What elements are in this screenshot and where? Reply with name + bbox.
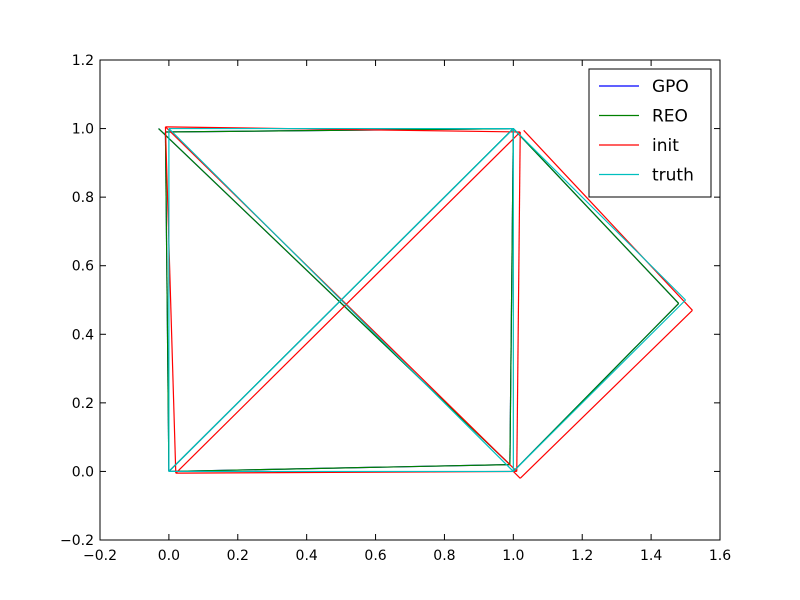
series-init-segment bbox=[175, 131, 521, 474]
x-tick-label: 0.4 bbox=[296, 548, 318, 564]
legend-label: GPO bbox=[652, 77, 689, 97]
x-tick-label: 0.2 bbox=[227, 548, 249, 564]
legend-label: truth bbox=[652, 166, 694, 186]
x-tick-label: 1.2 bbox=[571, 548, 593, 564]
y-tick-label: 0.2 bbox=[72, 396, 94, 412]
legend-item: REO bbox=[599, 107, 688, 127]
plot-frame bbox=[99, 59, 721, 541]
y-tick-label: 0.6 bbox=[72, 259, 94, 275]
x-tick-label: 0.8 bbox=[433, 548, 455, 564]
y-tick-label: 1.2 bbox=[72, 53, 94, 69]
y-tick-label: 0.8 bbox=[72, 190, 94, 206]
legend-item: truth bbox=[599, 166, 694, 186]
x-tick-label: 0.6 bbox=[364, 548, 386, 564]
legend-label: REO bbox=[652, 107, 688, 127]
series-truth-segment bbox=[168, 128, 514, 472]
legend-item: GPO bbox=[599, 77, 689, 97]
x-tick-label: 1.4 bbox=[640, 548, 662, 564]
series-init-segment bbox=[164, 126, 177, 474]
series-init-segment bbox=[165, 126, 521, 133]
x-tick-label: 1.0 bbox=[502, 548, 524, 564]
legend-box bbox=[588, 68, 712, 198]
y-tick-label: −0.2 bbox=[60, 533, 94, 549]
y-tick-label: 0.0 bbox=[72, 464, 94, 480]
x-tick-label: −0.2 bbox=[83, 548, 117, 564]
series-init-segment bbox=[516, 131, 521, 472]
series-init bbox=[164, 126, 693, 479]
series-init-segment bbox=[523, 129, 693, 311]
series-reo-segment bbox=[512, 128, 680, 304]
series-lines bbox=[158, 126, 693, 479]
series-init-segment bbox=[165, 126, 518, 472]
x-tick-label: 0.0 bbox=[158, 548, 180, 564]
y-tick-label: 1.0 bbox=[72, 122, 94, 138]
series-reo-segment bbox=[168, 463, 510, 473]
series-init-segment bbox=[512, 471, 521, 479]
series-reo-segment bbox=[158, 128, 511, 466]
legend-label: init bbox=[652, 136, 679, 156]
y-tick-label: 0.4 bbox=[72, 327, 94, 343]
series-truth-segment bbox=[512, 299, 686, 472]
x-tick-label: 1.6 bbox=[709, 548, 731, 564]
series-truth-segment bbox=[512, 128, 686, 301]
series-init-segment bbox=[519, 309, 693, 479]
legend: GPO REO init truth bbox=[588, 68, 712, 198]
legend-item: init bbox=[599, 136, 679, 156]
series-truth bbox=[168, 127, 686, 473]
tick-labels: −0.2 0.0 0.2 0.4 0.6 0.8 1.0 1.2 1.4 1.6 −0.2 0.0 0.… bbox=[60, 53, 731, 564]
